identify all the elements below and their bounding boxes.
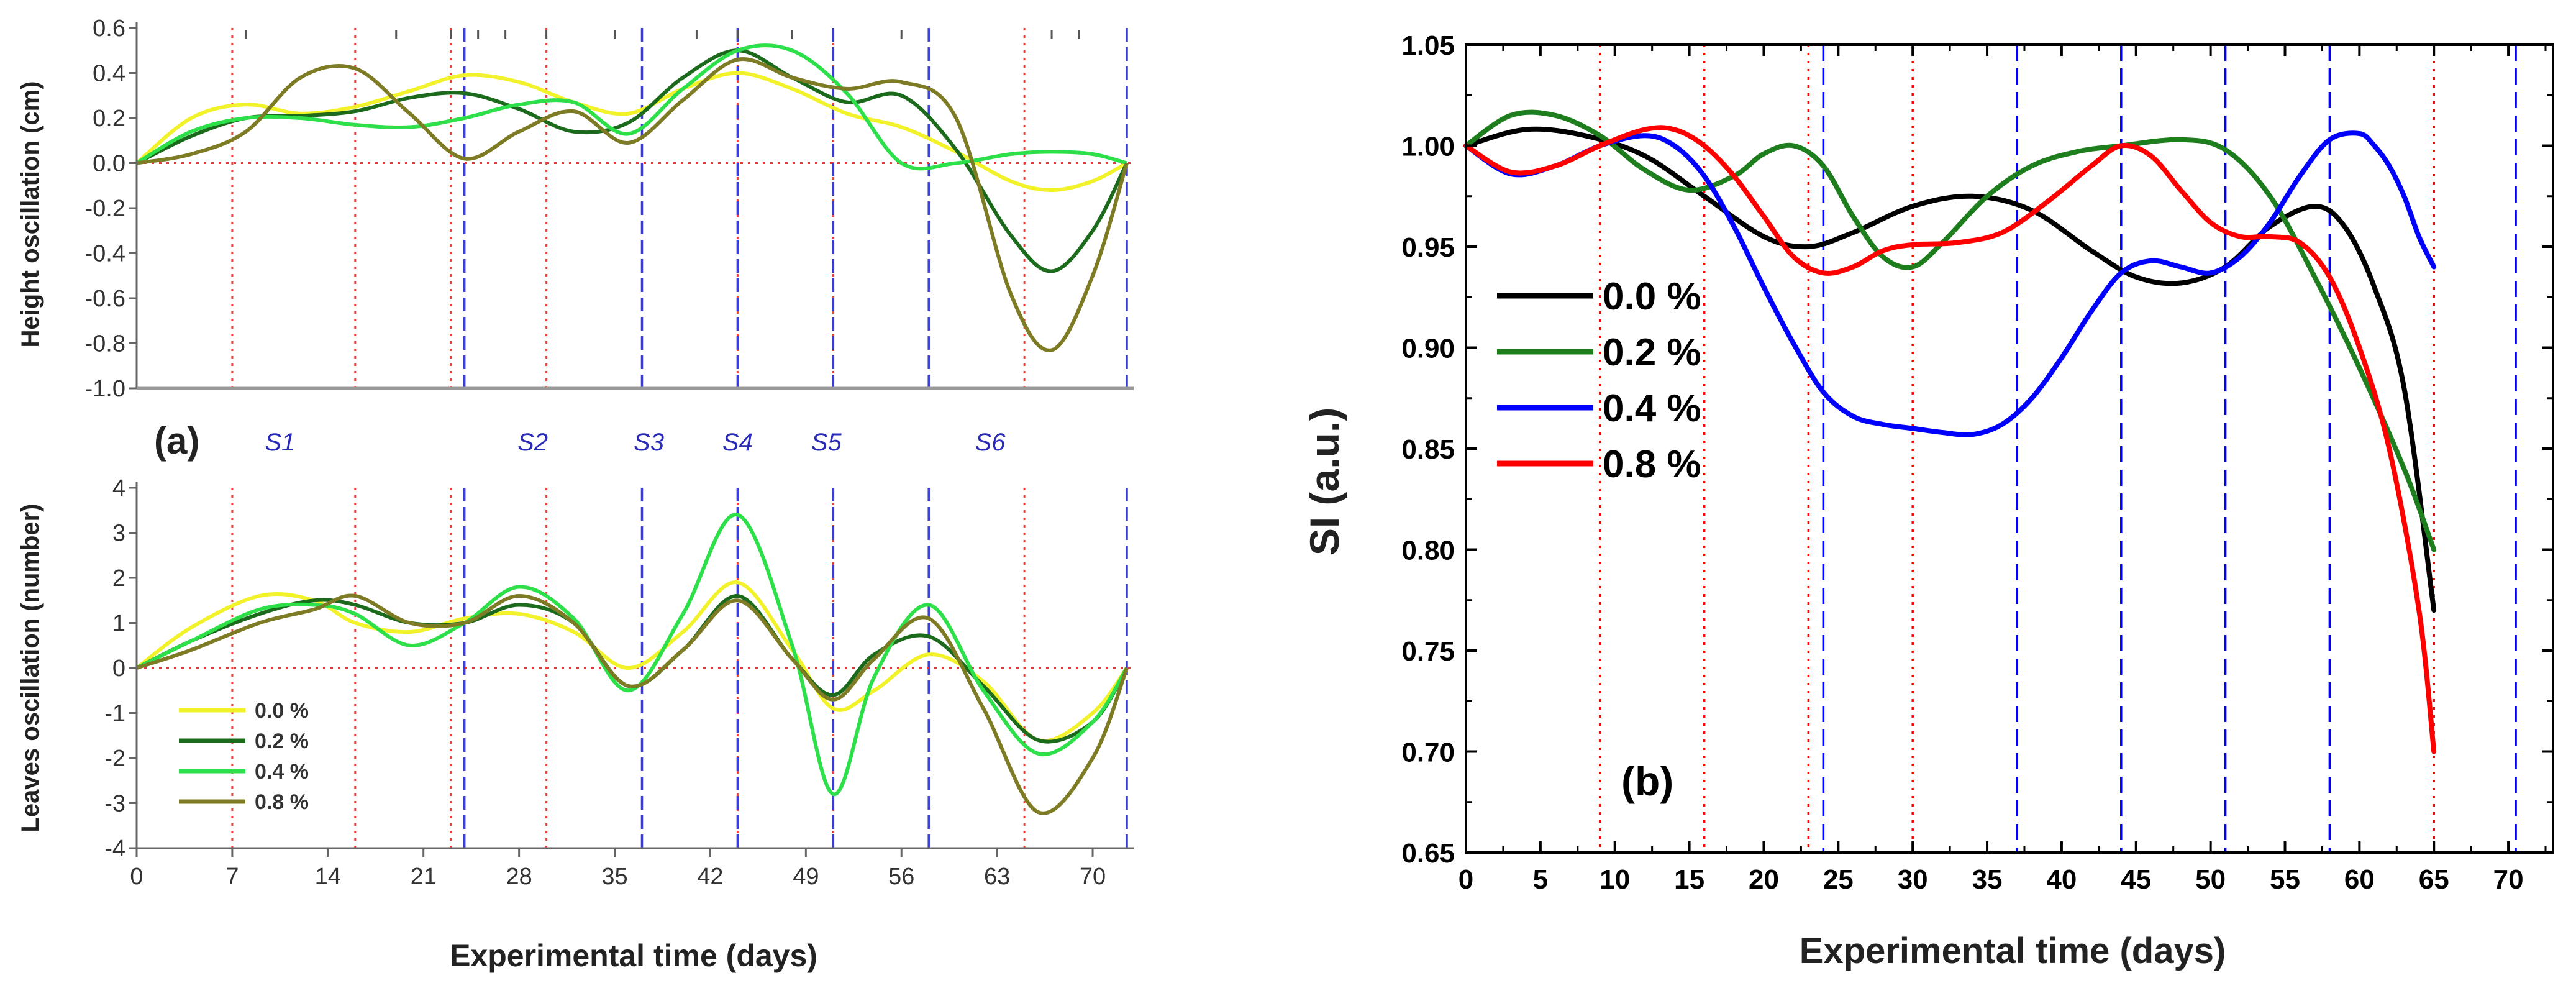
legend-label-0-0: 0.0 % — [255, 699, 309, 723]
panel-a-label: (a) — [154, 420, 199, 462]
panel-a-axes: 0.60.40.20.0-0.2-0.4-0.6-0.8-1.043210-1-… — [85, 16, 1134, 890]
y-tick-label-leaves: -1 — [104, 701, 125, 727]
y-tick-label-leaves: 3 — [112, 521, 125, 547]
legend-label-0-8: 0.8 % — [255, 790, 309, 814]
y-tick-label: 0.65 — [1401, 838, 1455, 869]
panel-a-legend: 0.0 % 0.2 % 0.4 % 0.8 % — [179, 699, 309, 814]
stage-label-S3: S3 — [634, 429, 664, 456]
stage-label-S2: S2 — [517, 429, 548, 456]
x-tick-label: 70 — [2493, 864, 2524, 895]
x-tick-label: 70 — [1080, 864, 1106, 890]
legend-label-0-4: 0.4 % — [255, 760, 309, 784]
stage-label-S5: S5 — [811, 429, 842, 456]
y-tick-label-leaves: 1 — [112, 611, 125, 637]
x-tick-label: 49 — [793, 864, 819, 890]
series-line-0-0 — [1463, 126, 2437, 613]
panel-b-axes: 1.05 1.00 0.95 0.90 0.85 0.80 0.75 0.70 0.650 5 10… — [1401, 30, 2554, 895]
y-tick-label-height: 0.2 — [93, 106, 125, 132]
x-tick-label: 15 — [1674, 864, 1704, 895]
panel-a-height-ylabel: Height oscillation (cm) — [17, 81, 44, 348]
x-tick-label: 60 — [2344, 864, 2375, 895]
x-tick-label: 21 — [411, 864, 437, 890]
x-tick-label: 40 — [2046, 864, 2077, 895]
stage-label-S6: S6 — [975, 429, 1006, 456]
series-line-height-0-4 — [135, 43, 1127, 171]
y-tick-label-height: -0.2 — [85, 196, 125, 222]
y-tick-label: 0.90 — [1401, 334, 1455, 364]
legend-label-0-2: 0.2 % — [1603, 331, 1701, 374]
panel-b-xlabel: Experimental time (days) — [1800, 931, 2226, 971]
panel-a-height-plot-area — [137, 28, 1134, 388]
y-tick-label: 1.05 — [1401, 30, 1455, 61]
x-tick-label: 10 — [1600, 864, 1630, 895]
y-tick-label: 0.70 — [1401, 738, 1455, 768]
x-tick-label: 25 — [1823, 864, 1854, 895]
x-tick-label: 63 — [984, 864, 1010, 890]
series-line-leaves-0-8 — [136, 593, 1129, 815]
panel-a: 0.60.40.20.0-0.2-0.4-0.6-0.8-1.043210-1-… — [17, 16, 1134, 973]
x-tick-label: 7 — [225, 864, 239, 890]
panel-b-ylabel: SI (a.u.) — [1301, 408, 1347, 556]
series-line-height-0-8 — [136, 57, 1129, 352]
x-tick-label: 45 — [2121, 864, 2151, 895]
y-tick-label: 0.85 — [1401, 434, 1455, 465]
x-tick-label: 35 — [1972, 864, 2003, 895]
x-tick-label: 30 — [1898, 864, 1928, 895]
x-tick-label: 65 — [2419, 864, 2449, 895]
panel-b: 1.05 1.00 0.95 0.90 0.85 0.80 0.75 0.70 0.650 5 10… — [1301, 30, 2554, 971]
x-tick-label: 28 — [506, 864, 532, 890]
y-tick-label-leaves: 2 — [112, 565, 125, 592]
panel-b-label: (b) — [1621, 758, 1673, 804]
legend-label-0-0: 0.0 % — [1603, 275, 1701, 318]
y-tick-label-height: -1.0 — [85, 376, 125, 402]
y-tick-label: 1.00 — [1401, 132, 1455, 162]
x-tick-label: 56 — [888, 864, 914, 890]
y-tick-label-leaves: -2 — [104, 746, 125, 772]
x-tick-label: 55 — [2270, 864, 2300, 895]
x-tick-label: 42 — [697, 864, 723, 890]
panel-a-xlabel: Experimental time (days) — [450, 938, 817, 973]
x-tick-label: 0 — [130, 864, 143, 890]
stage-label-S4: S4 — [722, 429, 753, 456]
y-tick-label-height: 0.6 — [93, 16, 125, 42]
y-tick-label-leaves: 0 — [112, 656, 125, 682]
panel-a-stage-labels: S1 S2 S3 S4 S5 S6 — [265, 429, 1006, 456]
y-tick-label-height: 0.0 — [93, 151, 125, 177]
y-tick-label-height: 0.4 — [93, 61, 125, 87]
x-tick-label: 14 — [315, 864, 341, 890]
series-line-height-0-0 — [135, 71, 1128, 192]
y-tick-label: 0.95 — [1401, 232, 1455, 263]
series-line-height-0-2 — [135, 48, 1129, 273]
legend-label-0-8: 0.8 % — [1603, 443, 1701, 486]
legend-label-0-4: 0.4 % — [1603, 387, 1701, 430]
panel-a-leaves-ylabel: Leaves oscillation (number) — [17, 503, 44, 832]
y-tick-label-leaves: -4 — [104, 836, 125, 862]
y-tick-label-height: -0.6 — [85, 286, 125, 312]
y-tick-label: 0.80 — [1401, 536, 1455, 566]
y-tick-label-height: -0.4 — [85, 241, 125, 267]
plot-background — [137, 28, 1134, 388]
x-tick-label: 5 — [1533, 864, 1548, 895]
y-tick-label: 0.75 — [1401, 636, 1455, 667]
x-tick-label: 0 — [1459, 864, 1473, 895]
y-tick-label-height: -0.8 — [85, 331, 125, 357]
series-line-0-4 — [1463, 130, 2437, 437]
y-tick-label-leaves: 4 — [112, 475, 125, 501]
x-tick-label: 20 — [1749, 864, 1779, 895]
panel-a-height-series — [135, 43, 1129, 352]
panel-b-reference-lines — [1599, 45, 2517, 853]
panel-b-legend: 0.0 % 0.2 % 0.4 % 0.8 % — [1497, 275, 1701, 486]
stage-label-S1: S1 — [265, 429, 295, 456]
legend-label-0-2: 0.2 % — [255, 729, 309, 753]
x-tick-label: 50 — [2195, 864, 2226, 895]
x-tick-label: 35 — [601, 864, 627, 890]
y-tick-label-leaves: -3 — [104, 791, 125, 817]
series-line-leaves-0-4 — [135, 513, 1129, 797]
panel-b-series — [1463, 109, 2437, 754]
series-line-0-8 — [1463, 125, 2437, 754]
panel-a-leaves-series — [135, 513, 1129, 815]
